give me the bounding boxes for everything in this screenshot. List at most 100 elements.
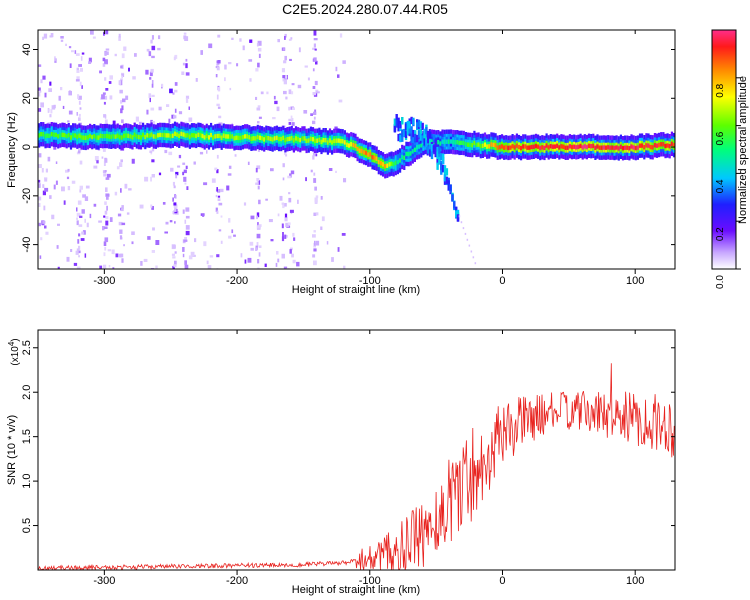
ridge-cell	[369, 152, 372, 157]
noise-cell	[56, 245, 59, 249]
ridge-cell	[152, 134, 155, 139]
ridge-cell	[80, 135, 83, 140]
branch-cell	[406, 128, 410, 136]
ridge-cell	[388, 162, 391, 167]
ridge-cell	[602, 145, 605, 150]
noise-cell	[310, 169, 313, 173]
noise-cell	[313, 111, 317, 115]
noise-cell	[149, 150, 153, 153]
ridge-cell	[500, 144, 504, 149]
noise-cell	[215, 207, 218, 212]
noise-cell	[118, 221, 123, 226]
noise-cell	[102, 92, 106, 95]
ridge-cell	[526, 145, 529, 150]
ridge-cell	[473, 140, 476, 146]
ridge-cell	[367, 152, 370, 157]
noise-cell	[53, 146, 57, 150]
noise-cell	[268, 219, 273, 223]
noise-cell	[312, 155, 315, 160]
noise-cell	[151, 55, 155, 59]
noise-cell	[315, 195, 319, 199]
branch-cell	[453, 201, 456, 209]
branch-cell	[395, 119, 398, 127]
ridge-cell	[452, 139, 455, 145]
colorbar-tick-label: 0.8	[715, 83, 726, 97]
ridge-cell	[490, 142, 493, 147]
ridge-cell	[509, 145, 512, 150]
noise-cell	[313, 212, 317, 216]
noise-cell	[315, 212, 319, 216]
noise-cell	[116, 166, 120, 170]
ridge-cell	[522, 144, 525, 149]
noise-cell	[94, 156, 99, 161]
ridge-cell	[562, 144, 565, 149]
ridge-cell	[409, 151, 412, 156]
noise-cell	[105, 187, 108, 192]
branch-cell	[401, 129, 404, 137]
noise-cell	[78, 113, 81, 117]
ridge-cell	[343, 140, 346, 145]
branch-cell	[429, 138, 432, 146]
noise-cell	[314, 186, 317, 191]
ridge-cell	[358, 148, 361, 153]
noise-cell	[184, 219, 187, 224]
ridge-cell	[57, 134, 60, 139]
ridge-cell	[507, 145, 510, 151]
branch-cell	[442, 164, 445, 173]
noise-cell	[342, 60, 346, 64]
noise-cell	[80, 67, 83, 72]
noise-cell	[78, 224, 83, 227]
noise-cell	[112, 120, 116, 125]
ridge-cell	[139, 135, 143, 140]
noise-cell	[220, 188, 224, 193]
noise-cell	[250, 247, 254, 251]
branch-cell	[414, 133, 417, 142]
noise-cell	[101, 156, 104, 159]
ridge-cell	[216, 133, 219, 139]
noise-cell	[102, 170, 107, 174]
noise-cell	[78, 255, 80, 258]
ridge-cell	[314, 138, 317, 143]
noise-cell	[40, 237, 43, 241]
noise-cell	[103, 252, 106, 257]
noise-cell	[343, 178, 347, 183]
ridge-cell	[384, 164, 387, 169]
noise-cell	[82, 194, 86, 198]
ridge-cell	[239, 135, 242, 141]
ridge-cell	[254, 136, 257, 141]
noise-cell	[284, 33, 287, 38]
noise-cell	[217, 195, 221, 198]
ridge-cell	[267, 136, 270, 141]
noise-cell	[54, 56, 56, 61]
noise-cell	[38, 91, 41, 97]
noise-cell	[321, 216, 325, 222]
noise-cell	[81, 209, 85, 214]
noise-cell	[120, 65, 123, 69]
noise-cell	[102, 226, 105, 231]
noise-cell	[228, 235, 232, 239]
noise-cell	[206, 260, 209, 265]
ridge-cell	[454, 140, 457, 145]
noise-cell	[193, 161, 196, 165]
ridge-cell	[641, 143, 644, 148]
noise-cell	[50, 109, 53, 114]
ridge-cell	[356, 146, 359, 152]
noise-cell	[279, 195, 283, 201]
noise-cell	[260, 91, 264, 95]
ridge-cell	[227, 134, 230, 139]
noise-cell	[170, 167, 174, 172]
ridge-cell	[237, 135, 240, 141]
ridge-cell	[131, 135, 134, 140]
noise-cell	[315, 60, 318, 65]
noise-cell	[151, 174, 155, 178]
noise-cell	[195, 78, 198, 82]
noise-cell	[231, 37, 234, 40]
noise-cell	[313, 57, 317, 62]
noise-cell	[84, 196, 89, 201]
noise-cell	[265, 198, 268, 201]
noise-cell	[240, 253, 243, 258]
ridge-cell	[116, 133, 119, 138]
noise-cell	[313, 116, 316, 120]
ridge-cell	[413, 147, 416, 152]
